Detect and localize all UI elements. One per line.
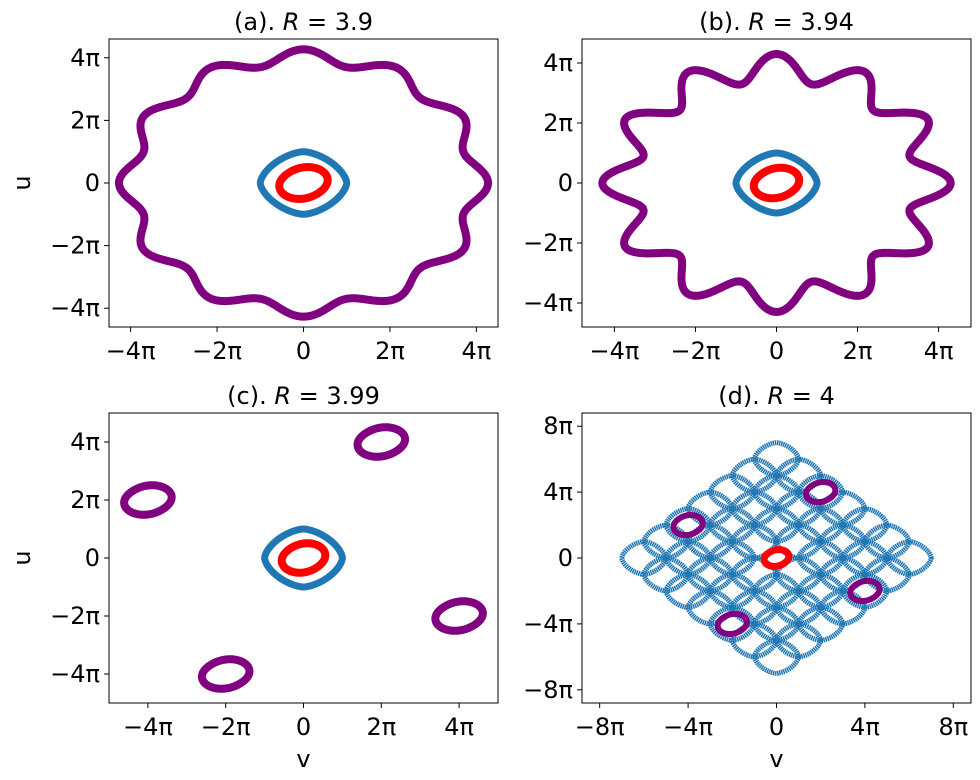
plot-area-1 xyxy=(598,50,955,316)
y-tick-label: −4π xyxy=(523,610,573,638)
x-tick-label: 4π xyxy=(924,337,954,365)
x-tick-label: −2π xyxy=(201,713,251,741)
x-tick-label: 0 xyxy=(769,337,784,365)
x-tick-label: −8π xyxy=(575,713,625,741)
x-tick-label: 8π xyxy=(938,713,968,741)
axes-frame-0 xyxy=(108,38,499,328)
x-tick-label: −4π xyxy=(590,337,640,365)
y-tick-label: 4π xyxy=(543,478,573,506)
y-tick-label: 4π xyxy=(70,44,100,72)
y-axis-label: u xyxy=(8,175,36,190)
plot-area-2 xyxy=(120,423,487,693)
x-tick-label: −4π xyxy=(106,337,156,365)
chart-title: (a). R = 3.9 xyxy=(234,8,373,36)
title-value: = 3.9 xyxy=(299,8,373,36)
x-axis-label: v xyxy=(296,745,310,773)
x-tick-label: 4π xyxy=(850,713,880,741)
series-purple-blob-3 xyxy=(847,577,883,605)
series-blue-diamond-1 xyxy=(256,148,351,218)
series-purple-blob-3 xyxy=(353,423,410,461)
title-variable: R xyxy=(274,382,291,410)
series-blue-diamond-1 xyxy=(732,149,821,217)
x-axis-label: v xyxy=(769,745,783,773)
x-tick-label: 0 xyxy=(296,713,311,741)
series-purple-blob-2 xyxy=(120,481,176,519)
y-tick-label: 0 xyxy=(85,544,100,572)
x-tick-label: −2π xyxy=(192,337,242,365)
x-tick-label: 0 xyxy=(769,713,784,741)
series-red-blob-5 xyxy=(760,546,793,570)
x-tick-label: −4π xyxy=(663,713,713,741)
y-tick-label: 4π xyxy=(70,428,100,456)
series-red-blob-1 xyxy=(277,539,330,577)
x-tick-label: 2π xyxy=(375,337,405,365)
title-variable: R xyxy=(283,8,300,36)
series-purple-blob-4 xyxy=(431,597,487,635)
series-purple-blob-1 xyxy=(670,511,706,539)
chart-title: (d). R = 4 xyxy=(718,382,835,410)
title-value: = 4 xyxy=(784,382,835,410)
title-prefix: (c). xyxy=(227,382,274,410)
y-tick-label: −2π xyxy=(523,229,573,257)
y-tick-label: 0 xyxy=(558,544,573,572)
series-blue-diamond-0 xyxy=(261,525,346,591)
axes-frame-3 xyxy=(581,412,972,704)
x-tick-label: 0 xyxy=(296,337,311,365)
y-axis-label: u xyxy=(8,550,36,565)
title-variable: R xyxy=(748,8,765,36)
chart-panel-2: −4π −2π 0 2π 4π −4π −2π 0 2π 4π (c). R = 3.99 v u xyxy=(8,382,499,773)
x-tick-label: 2π xyxy=(366,713,396,741)
series-red-blob-2 xyxy=(749,163,804,203)
title-value: = 3.94 xyxy=(765,8,854,36)
title-variable: R xyxy=(767,382,784,410)
chart-panel-1: −4π −2π 0 2π 4π −4π −2π 0 2π 4π (b). R = 3.94 xyxy=(523,8,972,365)
series-purple-wavy-0 xyxy=(598,50,955,316)
series-purple-blob-5 xyxy=(197,655,254,693)
x-tick-label: −2π xyxy=(671,337,721,365)
y-tick-label: 2π xyxy=(543,109,573,137)
x-tick-label: 4π xyxy=(444,713,474,741)
y-tick-label: 0 xyxy=(85,169,100,197)
chart-panel-0: −4π −2π 0 2π 4π −4π −2π 0 2π 4π (a). R = 3.9 u xyxy=(8,8,499,365)
title-value: = 3.99 xyxy=(291,382,380,410)
y-tick-label: −2π xyxy=(50,232,100,260)
y-tick-label: 2π xyxy=(70,106,100,134)
y-tick-label: −4π xyxy=(523,289,573,317)
y-tick-label: −4π xyxy=(50,294,100,322)
y-tick-label: −4π xyxy=(50,660,100,688)
title-prefix: (b). xyxy=(699,8,748,36)
axes-frame-2 xyxy=(108,412,499,704)
title-prefix: (d). xyxy=(718,382,767,410)
y-tick-label: 0 xyxy=(558,169,573,197)
x-tick-label: 4π xyxy=(462,337,492,365)
y-tick-label: 4π xyxy=(543,49,573,77)
x-tick-label: −4π xyxy=(123,713,173,741)
title-prefix: (a). xyxy=(234,8,283,36)
series-blue-lattice-0 xyxy=(619,440,934,676)
chart-panel-3: −8π −4π 0 4π 8π −8π −4π 0 4π 8π (d). R = 4 v xyxy=(523,382,972,773)
series-purple-wavy-0 xyxy=(114,45,493,321)
y-tick-label: 2π xyxy=(70,486,100,514)
y-tick-label: 8π xyxy=(543,412,573,440)
plot-area-3 xyxy=(619,440,934,676)
plot-area-0 xyxy=(114,45,493,321)
chart-title: (c). R = 3.99 xyxy=(227,382,380,410)
chart-title: (b). R = 3.94 xyxy=(699,8,854,36)
x-tick-label: 2π xyxy=(843,337,873,365)
axes-frame-1 xyxy=(581,38,972,328)
y-tick-label: −8π xyxy=(523,676,573,704)
series-purple-blob-4 xyxy=(714,610,750,637)
series-purple-blob-2 xyxy=(803,479,839,506)
series-red-blob-2 xyxy=(275,163,332,203)
y-tick-label: −2π xyxy=(50,602,100,630)
